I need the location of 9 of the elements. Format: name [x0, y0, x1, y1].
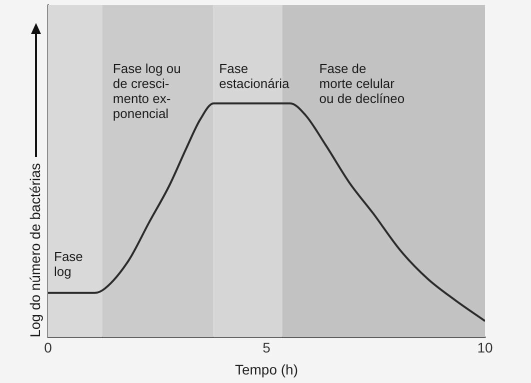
band-label: Fase log ou de cresci- mento ex- ponencial	[112, 61, 181, 122]
band-label: Fase de morte celular ou de declíneo	[319, 61, 405, 106]
x-axis-title: Tempo (h)	[234, 361, 298, 378]
band-label: Fase log	[54, 249, 83, 279]
x-tick-label: 5	[262, 340, 271, 356]
x-tick-label: 10	[477, 340, 493, 356]
x-tick-label: 0	[44, 340, 52, 356]
y-axis-title: Log do número de bactérias	[26, 163, 43, 338]
band-label: Fase estacionária	[219, 61, 290, 92]
